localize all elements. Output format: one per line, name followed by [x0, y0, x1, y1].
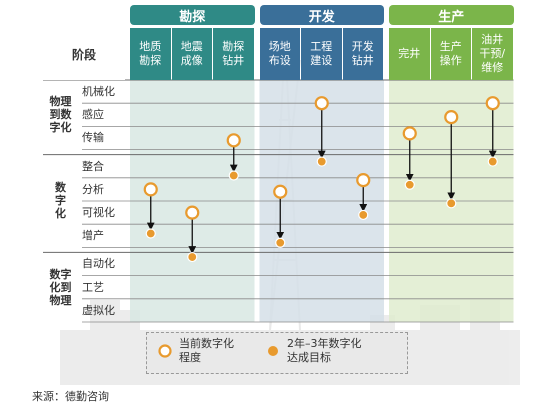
target-level-marker	[358, 209, 369, 221]
current-level-marker	[273, 184, 288, 199]
target-level-marker	[187, 251, 198, 263]
phase-header: 勘探	[130, 5, 255, 25]
current-level-legend-icon	[158, 344, 172, 358]
target-level-marker	[446, 198, 457, 209]
group-label: 数 字 化	[55, 181, 66, 221]
row-label: 可视化	[82, 206, 115, 219]
current-level-marker	[444, 110, 459, 125]
column-header: 工程 建设	[301, 28, 342, 80]
row-label: 分析	[82, 182, 104, 196]
row-label: 传输	[82, 131, 104, 145]
column-header: 生产 操作	[430, 28, 471, 80]
legend: 当前数字化 程度 2年–3年数字化 达成目标	[146, 332, 408, 374]
legend-item: 当前数字化 程度	[157, 337, 234, 365]
column-header: 场地 布设	[259, 28, 300, 80]
target-level-marker	[487, 156, 498, 167]
row-label: 自动化	[82, 257, 115, 271]
group-label: 物理 到数 字化	[49, 95, 72, 135]
group-label: 数字 化到 物理	[49, 267, 72, 307]
legend-label: 当前数字化 程度	[179, 337, 234, 364]
row-label: 整合	[82, 159, 104, 173]
target-level-marker	[404, 179, 415, 190]
target-level-legend-icon	[268, 346, 278, 356]
current-level-marker	[185, 205, 200, 220]
current-level-marker	[226, 133, 241, 148]
column-header: 勘探 钻井	[213, 28, 254, 80]
target-level-marker	[275, 237, 286, 248]
target-level-marker	[316, 156, 327, 167]
phase-header: 开发	[259, 5, 384, 25]
column-header: 开发 钻井	[342, 28, 383, 80]
row-label: 机械化	[82, 85, 115, 98]
target-level-marker	[145, 228, 156, 239]
row-label: 增产	[82, 229, 104, 243]
row-label: 虚拟化	[82, 303, 115, 317]
current-level-marker	[402, 126, 417, 141]
current-level-marker	[485, 96, 500, 111]
column-header: 油井 干预/ 维修	[472, 28, 513, 80]
target-level-marker	[228, 170, 239, 181]
current-level-marker	[314, 96, 329, 111]
column-header: 地震 成像	[171, 28, 212, 80]
legend-item: 2年–3年数字化 达成目标	[265, 337, 362, 365]
source-note: 来源：德勤咨询	[32, 390, 109, 403]
row-label: 工艺	[82, 280, 104, 294]
phase-header: 生产	[389, 5, 514, 25]
current-level-marker	[356, 173, 371, 188]
current-level-marker	[143, 182, 158, 197]
stage-header: 阶段	[43, 28, 125, 80]
column-header: 地质 勘探	[130, 28, 171, 80]
row-label: 感应	[82, 108, 104, 122]
legend-label: 2年–3年数字化 达成目标	[287, 337, 362, 364]
column-header: 完井	[389, 28, 430, 80]
